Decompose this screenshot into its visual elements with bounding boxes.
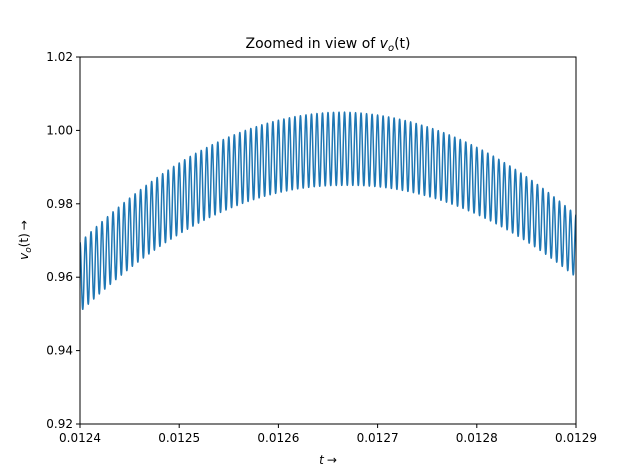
x-axis-label-var: t: [319, 453, 325, 467]
y-tick-label: 0.94: [46, 344, 73, 358]
chart-title-prefix: Zoomed in view of: [246, 36, 380, 52]
y-tick-label: 0.92: [46, 417, 73, 431]
x-axis-label: t →: [319, 453, 337, 467]
x-tick-label: 0.0126: [257, 431, 299, 445]
y-axis-label-mid: (t): [17, 233, 31, 247]
y-axis-label-arrow: →: [17, 220, 31, 230]
y-ticks: 0.92 0.94 0.96 0.98 1.00 1.02: [46, 50, 80, 431]
x-tick-label: 0.0129: [555, 431, 597, 445]
y-axis-label: vo(t) →: [17, 220, 34, 260]
axes-frame: [79, 56, 577, 425]
x-tick-label: 0.0125: [158, 431, 200, 445]
x-axis-label-arrow: →: [327, 453, 337, 467]
y-tick-label: 1.00: [46, 123, 73, 137]
series-layer: [80, 111, 576, 311]
x-tick-label: 0.0124: [59, 431, 101, 445]
y-tick-label: 0.96: [46, 270, 73, 284]
chart-title-suffix: (t): [394, 36, 410, 52]
y-axis-label-sub: o: [24, 247, 34, 253]
series-line: [80, 111, 576, 311]
y-axis-label-var: v: [17, 252, 31, 260]
y-tick-label: 0.98: [46, 197, 73, 211]
chart-title-sub: o: [388, 43, 394, 54]
x-ticks: 0.0124 0.0125 0.0126 0.0127 0.0128 0.0129: [59, 424, 597, 445]
y-tick-label: 1.02: [46, 50, 73, 64]
x-tick-label: 0.0128: [456, 431, 498, 445]
chart-title-var: v: [380, 36, 389, 52]
x-tick-label: 0.0127: [357, 431, 399, 445]
chart-title: Zoomed in view of vo(t): [246, 36, 411, 54]
